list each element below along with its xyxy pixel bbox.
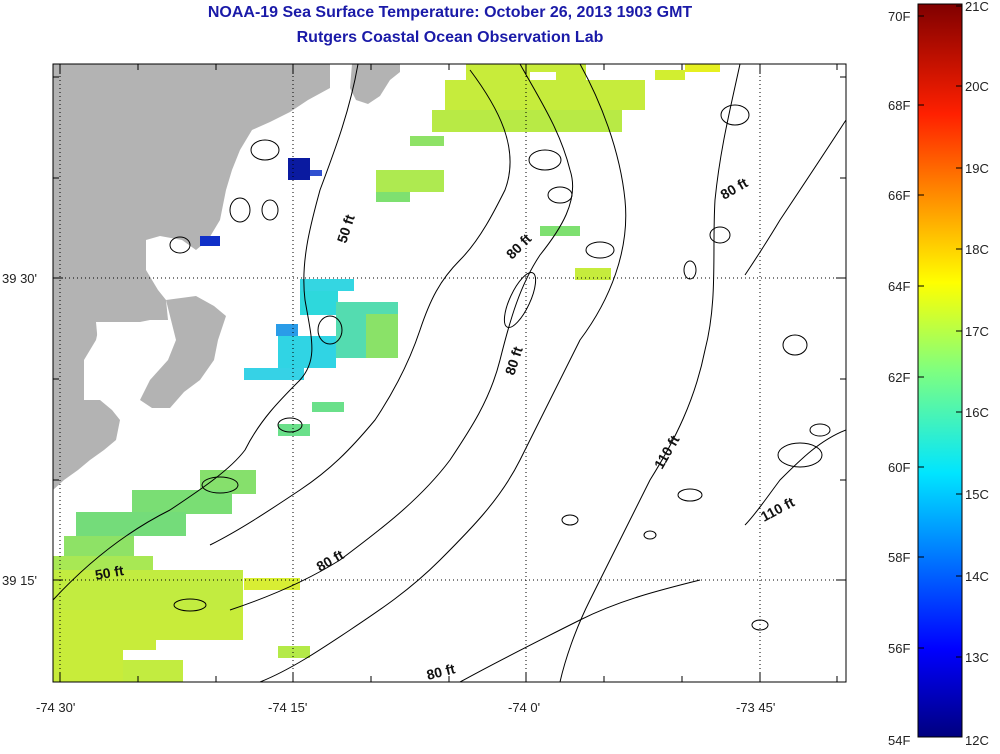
- x-tick-label: -74 30': [36, 700, 75, 715]
- colorbar-c-label: 12C: [965, 733, 989, 748]
- sst-patches: [53, 64, 720, 682]
- land-bay-island: [96, 322, 150, 370]
- colorbar-c-label: 16C: [965, 405, 989, 420]
- land-island: [350, 64, 400, 104]
- colorbar: [917, 3, 963, 738]
- land-mass: [53, 64, 330, 490]
- x-tick-label: -73 45': [736, 700, 775, 715]
- colorbar-c-label: 13C: [965, 650, 989, 665]
- colorbar-c-label: 18C: [965, 242, 989, 257]
- colorbar-c-label: 14C: [965, 569, 989, 584]
- colorbar-f-label: 70F: [888, 9, 910, 24]
- x-tick-label: -74 0': [508, 700, 540, 715]
- colorbar-c-label: 19C: [965, 161, 989, 176]
- colorbar-f-label: 62F: [888, 370, 910, 385]
- y-tick-label: 39 15': [2, 573, 37, 588]
- bathymetry-contours: [53, 64, 846, 682]
- grid-lines: [53, 64, 846, 682]
- colorbar-f-label: 66F: [888, 188, 910, 203]
- colorbar-f-label: 68F: [888, 98, 910, 113]
- map-title: NOAA-19 Sea Surface Temperature: October…: [207, 4, 693, 21]
- map-subtitle: Rutgers Coastal Ocean Observation Lab: [296, 29, 604, 46]
- land-peninsula: [140, 296, 226, 408]
- colorbar-f-label: 60F: [888, 460, 910, 475]
- colorbar-ticks: [918, 5, 962, 658]
- colorbar-f-label: 64F: [888, 279, 910, 294]
- colorbar-f-label: 56F: [888, 641, 910, 656]
- tick-marks: [53, 64, 846, 682]
- colorbar-c-label: 17C: [965, 324, 989, 339]
- colorbar-c-label: 20C: [965, 79, 989, 94]
- colorbar-f-label: 54F: [888, 733, 910, 748]
- colorbar-c-label: 21C: [965, 0, 989, 14]
- colorbar-f-label: 58F: [888, 550, 910, 565]
- colorbar-c-label: 15C: [965, 487, 989, 502]
- y-tick-label: 39 30': [2, 271, 37, 286]
- contour-label-80ft: 80 ft: [425, 660, 457, 683]
- contour-label-50ft: 50 ft: [94, 562, 125, 583]
- x-tick-label: -74 15': [268, 700, 307, 715]
